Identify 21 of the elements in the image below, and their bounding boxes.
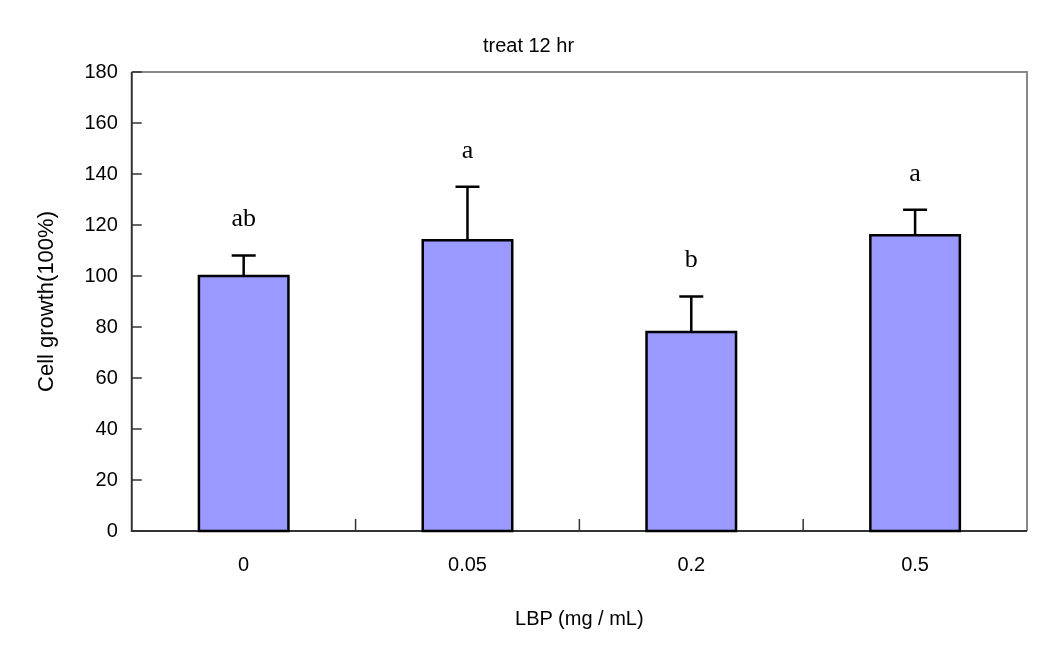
- y-tick-label: 120: [84, 212, 118, 235]
- y-tick-label: 0: [106, 518, 118, 541]
- x-axis-title: LBP (mg / mL): [515, 606, 644, 629]
- y-tick-label: 80: [95, 314, 118, 337]
- annotation: ab: [231, 203, 256, 233]
- y-tick-label: 180: [84, 59, 118, 82]
- annotation: a: [909, 157, 922, 187]
- x-tick-label: 0.05: [448, 552, 487, 575]
- y-axis-title: Cell growth(100%): [33, 211, 59, 392]
- x-tick-label: 0.2: [677, 552, 706, 575]
- x-tick-label: 0: [238, 552, 250, 575]
- chart-title: treat 12 hr: [482, 33, 575, 56]
- y-tick-label: 100: [84, 263, 118, 286]
- annotation: a: [461, 134, 474, 164]
- y-tick-label: 60: [95, 365, 118, 388]
- y-tick-label: 160: [84, 110, 118, 133]
- annotation: b: [684, 244, 698, 274]
- y-tick-label: 20: [95, 467, 118, 490]
- y-tick-label: 140: [84, 161, 118, 184]
- x-tick-label: 0.5: [901, 552, 929, 575]
- y-tick-label: 40: [95, 416, 118, 439]
